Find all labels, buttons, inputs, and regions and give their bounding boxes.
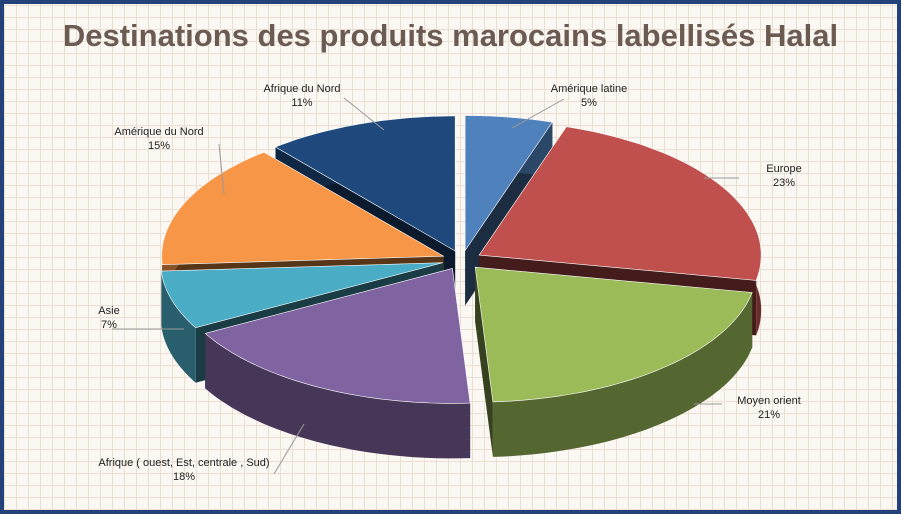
slice-wall (475, 267, 493, 457)
data-label: Amérique du Nord 15% (94, 125, 224, 153)
category-label: Afrique ( ouest, Est, centrale , Sud) (98, 457, 270, 469)
value-label: 7% (101, 319, 117, 331)
chart-title: Destinations des produits marocains labe… (62, 18, 839, 53)
value-label: 5% (581, 97, 597, 109)
category-label: Amérique du Nord (114, 126, 204, 138)
slice-side (492, 292, 753, 457)
category-label: Asie (98, 305, 120, 317)
value-label: 23% (772, 177, 796, 189)
data-label: Asie 7% (84, 304, 134, 332)
leader-line (511, 98, 565, 129)
leader-line (218, 143, 225, 195)
value-label: 15% (147, 140, 171, 152)
slice (161, 262, 443, 329)
leader-line (273, 423, 305, 475)
leader-line (343, 97, 385, 131)
chart (112, 97, 762, 475)
slice (204, 268, 471, 404)
data-label: Afrique ( ouest, Est, centrale , Sud) 18% (94, 456, 274, 484)
category-label: Moyen orient (737, 395, 801, 407)
slice (274, 115, 456, 252)
data-label: Moyen orient 21% (719, 394, 819, 422)
category-label: Amérique latine (550, 83, 628, 95)
data-label: Afrique du Nord 11% (247, 82, 357, 110)
data-label: Europe 23% (739, 162, 829, 190)
value-label: 11% (291, 97, 313, 109)
value-label: 21% (757, 409, 781, 421)
category-label: Afrique du Nord (263, 83, 341, 95)
slice (464, 115, 553, 252)
data-label: Amérique latine 5% (534, 82, 644, 110)
slice-side (205, 333, 471, 459)
slice (161, 151, 445, 266)
category-label: Europe (766, 163, 802, 175)
slice-side (161, 271, 196, 383)
slice (478, 126, 762, 281)
value-label: 18% (172, 471, 196, 483)
slice (474, 266, 753, 403)
